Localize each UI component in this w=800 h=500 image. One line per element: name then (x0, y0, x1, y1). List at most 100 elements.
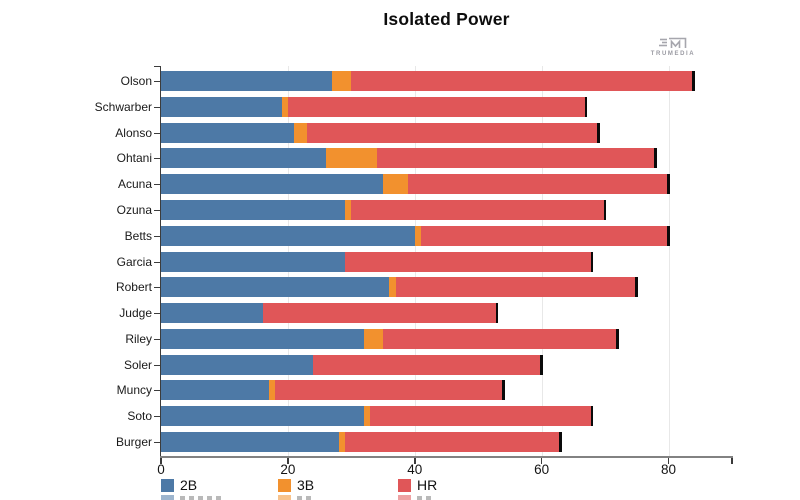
bar-segment-2b (161, 380, 269, 401)
bar-segment-hr (344, 251, 593, 272)
y-axis-tick (154, 338, 160, 340)
y-axis-tick (154, 81, 160, 82)
bar-segment-2b (161, 303, 263, 324)
bar-total-cap (616, 328, 619, 349)
cropped-swatch (161, 495, 174, 500)
bar-segment-3b (294, 122, 307, 143)
trumedia-logo-text: TRUMEDIA (650, 51, 696, 57)
bar-segment-hr (262, 303, 498, 324)
y-axis-outer-tick (154, 66, 161, 67)
bar-segment-2b (161, 199, 345, 220)
bar-segment-2b (161, 71, 333, 91)
bar-segment-hr (383, 328, 618, 349)
x-axis-tick-label: 60 (534, 462, 550, 477)
bar-row (161, 251, 594, 272)
y-axis-label: Judge (119, 306, 152, 321)
y-axis-tick (154, 106, 160, 108)
y-axis-label: Olson (120, 74, 152, 88)
bar-row (161, 148, 657, 169)
x-axis-tick-label: 40 (407, 462, 423, 477)
bar-segment-hr (376, 148, 656, 169)
y-axis-tick (154, 184, 160, 186)
bar-segment-hr (421, 225, 669, 246)
bar-segment-2b (161, 328, 365, 349)
bar-total-cap (502, 380, 505, 401)
bar-total-cap (559, 432, 562, 453)
cropped-swatch (398, 495, 411, 500)
bar-segment-3b (383, 174, 409, 195)
bar-segment-3b (281, 96, 288, 117)
bar-row (161, 380, 505, 401)
legend-swatch-2b (161, 478, 174, 492)
y-axis-line (160, 66, 161, 457)
y-axis-label: Alonso (115, 125, 152, 140)
bar-segment-2b (161, 277, 390, 298)
bar-total-cap (692, 71, 695, 91)
y-axis-label: Soto (127, 409, 152, 424)
bar-segment-3b (344, 199, 352, 220)
cropped-text-fragment (180, 496, 222, 500)
y-axis-tick (154, 209, 160, 211)
trumedia-logo: TRUMEDIA (640, 35, 706, 57)
bar-total-cap (597, 122, 600, 143)
bar-total-cap (635, 277, 638, 298)
cropped-text-fragment (417, 496, 433, 500)
bar-segment-2b (161, 354, 314, 375)
y-axis-label: Betts (124, 228, 152, 243)
legend-item-2b: 2B (161, 477, 197, 493)
y-axis-tick (154, 364, 160, 366)
bar-segment-hr (395, 277, 637, 298)
bar-total-cap (590, 406, 594, 427)
bar-segment-2b (161, 122, 295, 143)
x-axis-line (160, 455, 733, 458)
x-axis-tick-label: 0 (157, 462, 165, 477)
x-axis-tick (160, 458, 162, 464)
bar-total-cap (667, 174, 670, 195)
y-axis-label: Robert (115, 280, 152, 295)
bar-total-cap (667, 225, 670, 246)
chart-title: Isolated Power (383, 9, 510, 29)
bar-segment-2b (161, 432, 339, 453)
legend-label: HR (417, 477, 438, 493)
legend-item-3b: 3B (278, 477, 314, 493)
bar-row (161, 277, 638, 298)
legend-swatch-3b (278, 478, 291, 492)
bar-segment-hr (351, 71, 694, 91)
legend-label: 2B (180, 477, 198, 493)
bar-total-cap (590, 251, 594, 272)
bar-segment-3b (389, 277, 396, 298)
bar-segment-hr (306, 122, 599, 143)
y-axis-tick (154, 261, 160, 263)
y-axis-tick (154, 235, 160, 237)
bar-row (161, 199, 607, 220)
y-axis-tick (154, 313, 160, 315)
bar-total-cap (540, 354, 543, 375)
y-axis-tick (154, 442, 160, 444)
bar-segment-3b (414, 225, 422, 246)
bar-segment-2b (161, 225, 415, 246)
x-axis-tick (540, 458, 543, 464)
y-axis-tick (154, 390, 160, 392)
bar-segment-2b (161, 251, 345, 272)
bar-total-cap (584, 96, 588, 117)
y-axis-label: Ohtani (116, 151, 152, 166)
bar-row (161, 432, 562, 453)
bar-row (161, 328, 619, 349)
bar-segment-3b (325, 148, 377, 169)
cropped-swatch (278, 495, 291, 500)
y-axis-label: Soler (123, 357, 152, 372)
y-axis-label: Schwarber (94, 99, 152, 114)
legend-label: 3B (297, 477, 315, 493)
bar-row (161, 303, 499, 324)
x-axis-end-tick (731, 458, 733, 464)
x-axis-tick (287, 458, 289, 464)
bar-segment-hr (313, 354, 542, 375)
bar-segment-hr (370, 406, 593, 427)
bar-segment-3b (332, 71, 352, 91)
bar-segment-3b (364, 406, 371, 427)
y-axis-label: Muncy (116, 383, 152, 398)
bar-segment-3b (338, 432, 345, 453)
y-axis-tick (154, 158, 160, 160)
x-axis-tick-label: 80 (661, 462, 677, 477)
